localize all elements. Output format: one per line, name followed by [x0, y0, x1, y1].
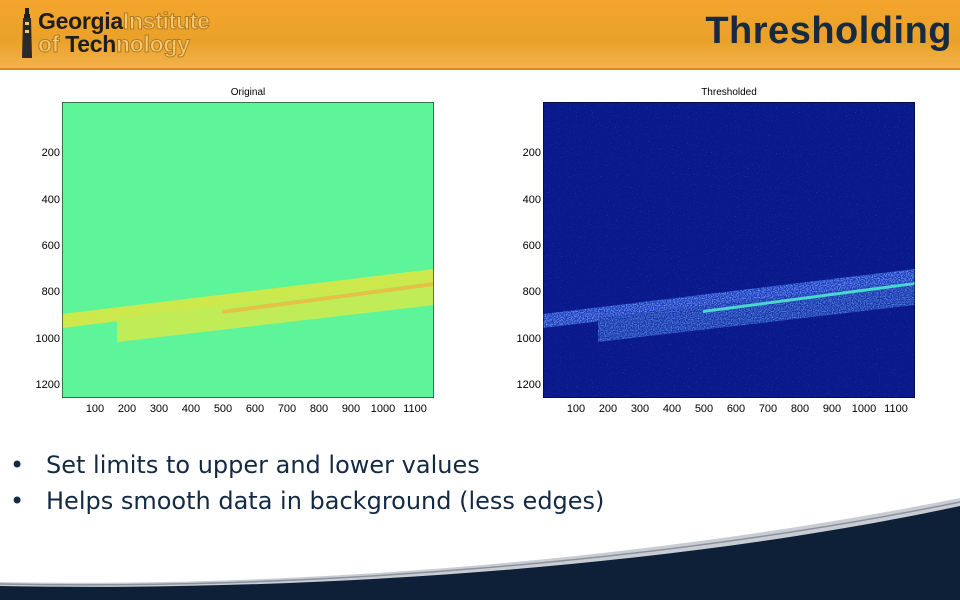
logo-text-nology: nology	[115, 31, 190, 57]
footer-swoosh	[0, 498, 960, 600]
x-tick-label: 100	[85, 403, 105, 415]
slide-title: Thresholding	[705, 10, 952, 52]
x-tick-label: 600	[245, 403, 265, 415]
x-tick-label: 300	[630, 403, 650, 415]
bullet-text: Set limits to upper and lower values	[46, 451, 480, 479]
logo-text-tech: Tech	[65, 31, 116, 57]
bullet-item: • Helps smooth data in background (less e…	[10, 483, 604, 519]
logo-text-of: of	[37, 31, 60, 57]
bullet-dot-icon: •	[10, 487, 25, 515]
figure-area: Original 200 400 600 800 1000 1200 100 2…	[0, 70, 960, 430]
x-tick-label: 200	[117, 403, 137, 415]
georgia-tech-logo: GeorgiaInstitute of Technology	[20, 6, 270, 62]
x-tick-label: 1100	[884, 403, 908, 415]
y-tick-label: 1000	[35, 333, 60, 345]
figure-title-thresholded: Thresholded	[701, 87, 757, 98]
tech-tower-icon	[22, 8, 32, 58]
x-tick-label: 900	[822, 403, 842, 415]
logo-text-institute: Institute	[122, 8, 210, 34]
y-tick-label: 200	[522, 147, 541, 159]
header-bar: GeorgiaInstitute of Technology Threshold…	[0, 0, 960, 70]
x-tick-label: 700	[277, 403, 297, 415]
image-original	[62, 102, 434, 398]
x-tick-label: 1000	[370, 403, 396, 415]
y-tick-label: 600	[41, 240, 60, 252]
figure-title-original: Original	[230, 87, 266, 98]
bullet-list: • Set limits to upper and lower values • H…	[10, 447, 604, 519]
x-tick-label: 500	[694, 403, 714, 415]
y-tick-label: 800	[41, 286, 60, 298]
x-tick-label: 800	[309, 403, 329, 415]
bullet-dot-icon: •	[10, 451, 25, 479]
x-tick-label: 400	[181, 403, 201, 415]
y-tick-label: 1200	[35, 379, 60, 391]
x-tick-label: 1100	[403, 403, 427, 415]
y-tick-label: 800	[522, 286, 541, 298]
y-tick-label: 200	[41, 147, 60, 159]
x-tick-label: 500	[213, 403, 233, 415]
x-tick-label: 700	[758, 403, 778, 415]
image-thresholded	[543, 102, 915, 398]
logo-text-georgia: Georgia	[38, 8, 123, 34]
y-tick-label: 600	[522, 240, 541, 252]
y-tick-label: 400	[522, 194, 541, 206]
x-tick-label: 400	[662, 403, 682, 415]
bullet-text: Helps smooth data in background (less ed…	[46, 487, 605, 515]
x-tick-label: 200	[598, 403, 618, 415]
y-tick-label: 1000	[516, 333, 541, 345]
x-tick-label: 600	[726, 403, 746, 415]
x-tick-label: 100	[566, 403, 586, 415]
x-tick-label: 1000	[851, 403, 877, 415]
x-tick-label: 800	[790, 403, 810, 415]
y-tick-label: 1200	[516, 379, 541, 391]
y-tick-label: 400	[41, 194, 60, 206]
x-tick-label: 300	[149, 403, 169, 415]
x-tick-label: 900	[341, 403, 361, 415]
bullet-item: • Set limits to upper and lower values	[10, 447, 604, 483]
